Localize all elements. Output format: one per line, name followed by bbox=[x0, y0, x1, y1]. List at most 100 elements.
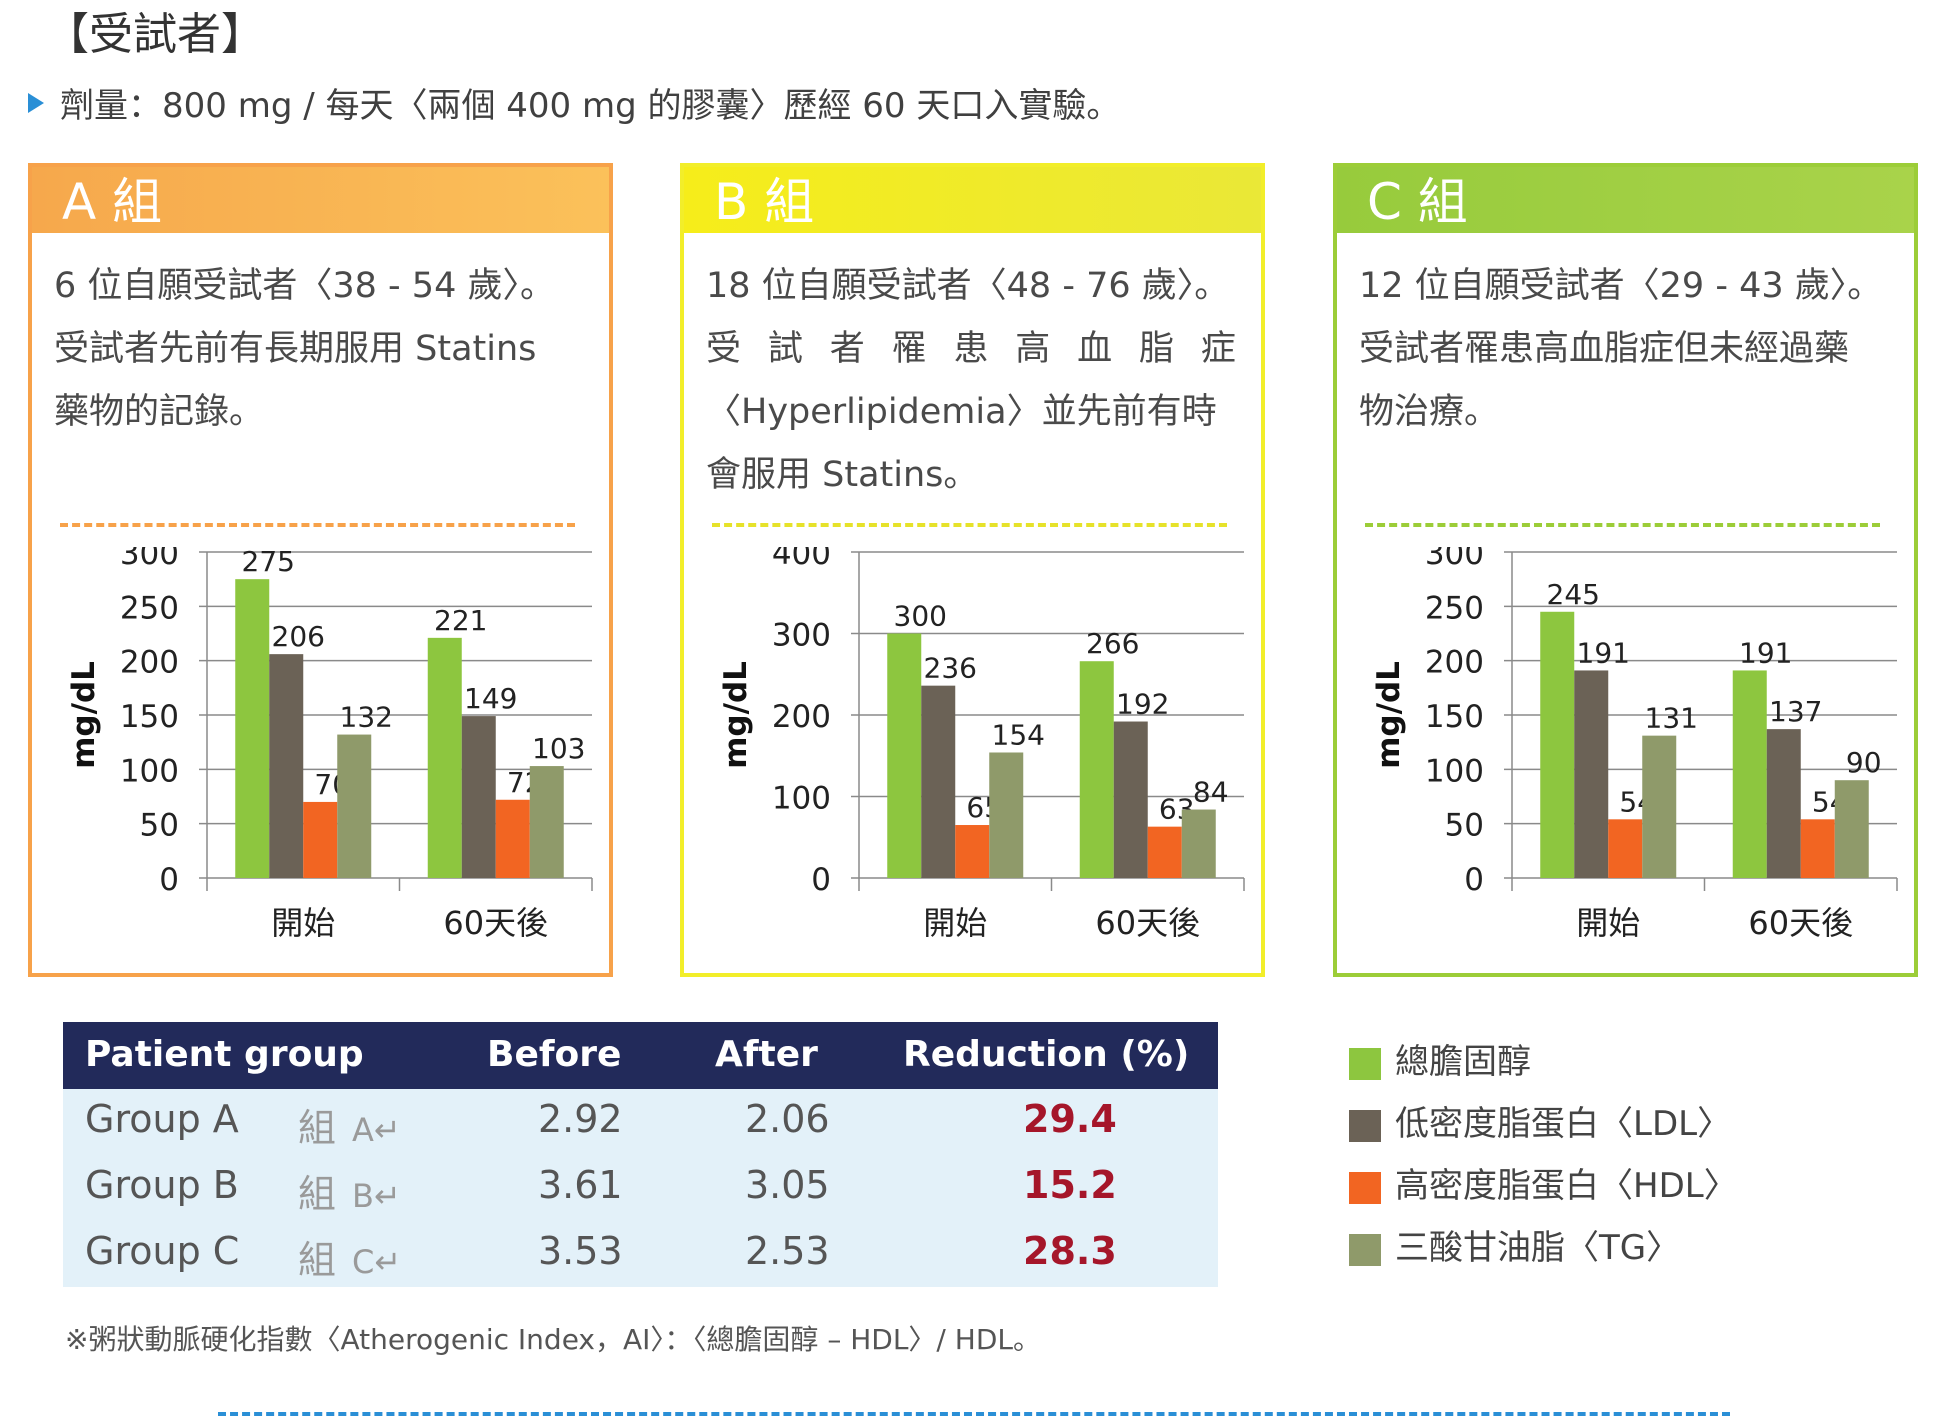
bottom-dashed-divider bbox=[218, 1412, 1730, 1416]
group-cn-char: 組 bbox=[298, 1238, 337, 1282]
y-tick-label: 100 bbox=[772, 781, 831, 817]
data-label: 245 bbox=[1547, 578, 1600, 611]
description-line: 6 位自願受試者〈38 - 54 歲〉。 bbox=[54, 266, 555, 306]
bar bbox=[303, 801, 338, 878]
description-char: 試 bbox=[767, 329, 803, 369]
after-cell: 2.53 bbox=[745, 1229, 830, 1273]
legend-item: 高密度脂蛋白〈HDL〉 bbox=[1349, 1158, 1738, 1207]
legend-swatch bbox=[1349, 1171, 1381, 1204]
column-header: Patient group bbox=[85, 1034, 364, 1075]
bar bbox=[461, 716, 496, 878]
legend-label: 三酸甘油脂〈TG〉 bbox=[1395, 1228, 1681, 1268]
bar bbox=[235, 579, 270, 878]
description-char: 脂 bbox=[1139, 329, 1175, 369]
legend-swatch bbox=[1349, 1047, 1381, 1080]
table-row: Group C 組 C↵ 3.53 2.53 28.3 bbox=[63, 1221, 1218, 1287]
group-cn-char: 組 bbox=[298, 1106, 337, 1150]
table-row: Group B 組 B↵ 3.61 3.05 15.2 bbox=[63, 1155, 1218, 1221]
data-label: 131 bbox=[1645, 702, 1698, 735]
bar bbox=[989, 752, 1024, 878]
y-tick-label: 100 bbox=[120, 753, 179, 789]
reduction-cell: 15.2 bbox=[1023, 1163, 1117, 1207]
bar bbox=[1834, 780, 1869, 878]
y-tick-label: 50 bbox=[140, 808, 179, 844]
group-cn-cell: 組 A↵ bbox=[298, 1097, 401, 1152]
dosage-text: 劑量：800 mg / 每天〈兩個 400 mg 的膠囊〉歷經 60 天口入實驗… bbox=[60, 86, 1121, 126]
x-tick-label: 開始 bbox=[271, 904, 335, 942]
y-tick-label: 300 bbox=[772, 618, 831, 654]
data-label: 300 bbox=[894, 600, 947, 633]
legend-label: 高密度脂蛋白〈HDL〉 bbox=[1395, 1166, 1738, 1206]
column-header: Before bbox=[487, 1034, 622, 1075]
dashed-divider bbox=[1365, 523, 1880, 527]
description-line: 藥物的記錄。 bbox=[54, 392, 265, 432]
bar bbox=[1079, 661, 1114, 878]
y-tick-label: 0 bbox=[159, 862, 179, 898]
data-label: 191 bbox=[1739, 636, 1792, 669]
group-cn-cell: 組 B↵ bbox=[298, 1163, 401, 1218]
x-tick-label: 開始 bbox=[1576, 904, 1640, 942]
triangle-bullet-icon bbox=[28, 93, 44, 113]
bar bbox=[1540, 611, 1575, 878]
y-tick-label: 150 bbox=[120, 699, 179, 735]
bar bbox=[1147, 826, 1182, 878]
data-label: 149 bbox=[464, 682, 517, 715]
legend-item: 總膽固醇 bbox=[1349, 1034, 1531, 1083]
description-line: 受試者罹患高血脂症 bbox=[706, 318, 1236, 381]
description-char: 者 bbox=[829, 329, 865, 369]
x-tick-label: 60天後 bbox=[443, 904, 548, 942]
bar bbox=[1766, 729, 1801, 878]
group-c-panel: C 組 12 位自願受試者〈29 - 43 歲〉。 受試者罹患高血脂症但未經過藥… bbox=[1333, 163, 1918, 977]
y-axis-label: mg/dL bbox=[718, 661, 754, 769]
y-tick-label: 200 bbox=[772, 699, 831, 735]
description-char: 高 bbox=[1015, 329, 1051, 369]
y-tick-label: 250 bbox=[1425, 590, 1484, 626]
y-tick-label: 200 bbox=[120, 645, 179, 681]
bar bbox=[427, 637, 462, 878]
panel-description: 12 位自願受試者〈29 - 43 歲〉。 受試者罹患高血脂症但未經過藥 物治療… bbox=[1359, 255, 1889, 444]
data-label: 191 bbox=[1577, 636, 1630, 669]
data-label: 206 bbox=[272, 620, 325, 653]
after-cell: 2.06 bbox=[745, 1097, 830, 1141]
y-tick-label: 50 bbox=[1445, 808, 1484, 844]
x-tick-label: 60天後 bbox=[1748, 904, 1853, 942]
column-header: After bbox=[715, 1034, 818, 1075]
before-cell: 3.61 bbox=[538, 1163, 623, 1207]
group-cell: Group A bbox=[85, 1097, 239, 1141]
bar bbox=[1181, 809, 1216, 878]
bar bbox=[1800, 819, 1835, 878]
description-char: 罹 bbox=[891, 329, 927, 369]
atherogenic-index-table: Patient group Before After Reduction (%)… bbox=[63, 1022, 1218, 1287]
dashed-divider bbox=[712, 523, 1227, 527]
bar bbox=[1574, 670, 1609, 878]
bar-chart: 0100200300400mg/dL開始3002366515460天後26619… bbox=[718, 547, 1245, 942]
x-tick-label: 開始 bbox=[923, 904, 987, 942]
bar bbox=[1113, 721, 1148, 878]
bar bbox=[887, 633, 922, 878]
legend-label: 總膽固醇 bbox=[1395, 1042, 1531, 1082]
legend-label: 低密度脂蛋白〈LDL〉 bbox=[1395, 1104, 1732, 1144]
data-label: 236 bbox=[924, 652, 977, 685]
panel-title: B 組 bbox=[684, 167, 1261, 233]
bar bbox=[495, 799, 530, 878]
group-cn-cell: 組 C↵ bbox=[298, 1229, 401, 1284]
table-header: Patient group Before After Reduction (%) bbox=[63, 1022, 1218, 1089]
data-label: 221 bbox=[434, 604, 487, 637]
after-cell: 3.05 bbox=[745, 1163, 830, 1207]
y-tick-label: 150 bbox=[1425, 699, 1484, 735]
description-line: 物治療。 bbox=[1359, 392, 1500, 432]
panel-description: 6 位自願受試者〈38 - 54 歲〉。 受試者先前有長期服用 Statins … bbox=[54, 255, 584, 444]
bar bbox=[1608, 819, 1643, 878]
legend-item: 低密度脂蛋白〈LDL〉 bbox=[1349, 1096, 1731, 1145]
data-label: 90 bbox=[1846, 746, 1882, 779]
group-cn-char: 組 bbox=[298, 1172, 337, 1216]
panel-title: C 組 bbox=[1337, 167, 1914, 233]
data-label: 137 bbox=[1769, 695, 1822, 728]
data-label: 266 bbox=[1086, 627, 1139, 660]
description-line: 〈Hyperlipidemia〉並先前有時 bbox=[706, 392, 1217, 432]
y-tick-label: 300 bbox=[120, 547, 179, 572]
data-label: 84 bbox=[1193, 776, 1229, 809]
description-line: 受試者罹患高血脂症但未經過藥 bbox=[1359, 329, 1850, 369]
bar bbox=[337, 734, 372, 878]
y-tick-label: 250 bbox=[120, 590, 179, 626]
